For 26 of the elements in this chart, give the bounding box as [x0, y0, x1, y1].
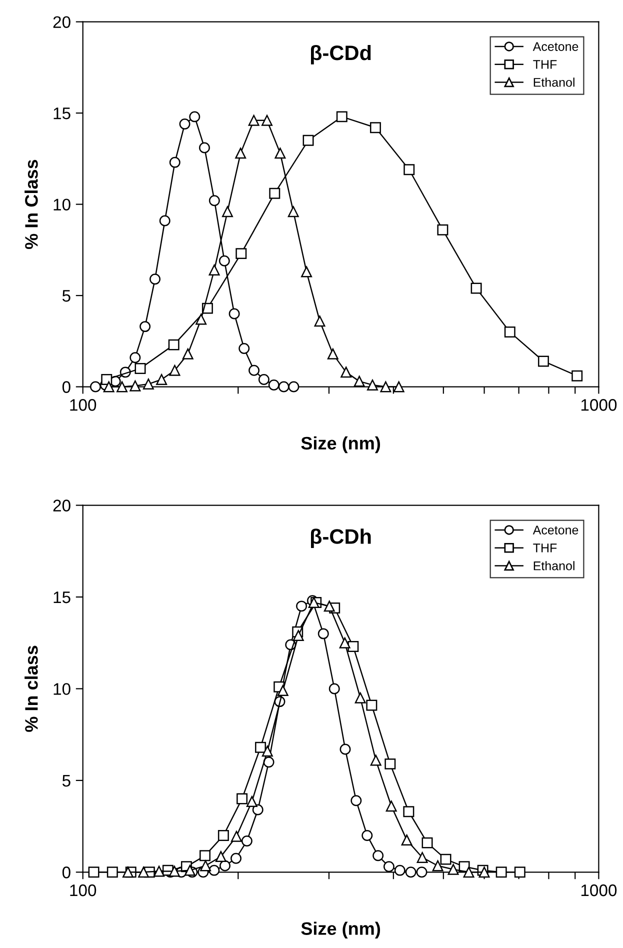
x-axis-title: Size (nm) — [301, 436, 380, 454]
y-tick-label: 0 — [62, 381, 70, 393]
y-axis-title: % In class — [24, 646, 38, 732]
y-tick-label: 0 — [62, 866, 70, 878]
x-axis-title: Size (nm) — [301, 922, 380, 939]
y-tick-label: 5 — [62, 290, 70, 302]
y-tick-label: 15 — [54, 592, 70, 604]
legend-label: THF — [533, 60, 557, 69]
legend-label: Ethanol — [534, 78, 574, 87]
x-tick-label: 1000 — [581, 884, 617, 896]
x-tick-label: 100 — [70, 884, 96, 896]
y-tick-label: 10 — [54, 683, 70, 695]
y-tick-label: 20 — [53, 16, 70, 28]
y-tick-label: 15 — [54, 108, 70, 120]
legend-label: Acetone — [532, 526, 578, 534]
y-tick-label: 10 — [54, 198, 70, 210]
y-tick-label: 20 — [53, 500, 70, 512]
text: β-CDh — [310, 528, 371, 548]
x-tick-label: 100 — [70, 399, 96, 411]
legend-label: THF — [533, 544, 557, 552]
y-tick-label: 5 — [62, 775, 70, 787]
x-tick-label: 1000 — [581, 399, 617, 411]
legend-label: Ethanol — [534, 561, 574, 570]
text: β-CDd — [310, 44, 371, 64]
y-axis-title: % In Class — [24, 160, 38, 249]
legend-label: Acetone — [532, 42, 578, 51]
